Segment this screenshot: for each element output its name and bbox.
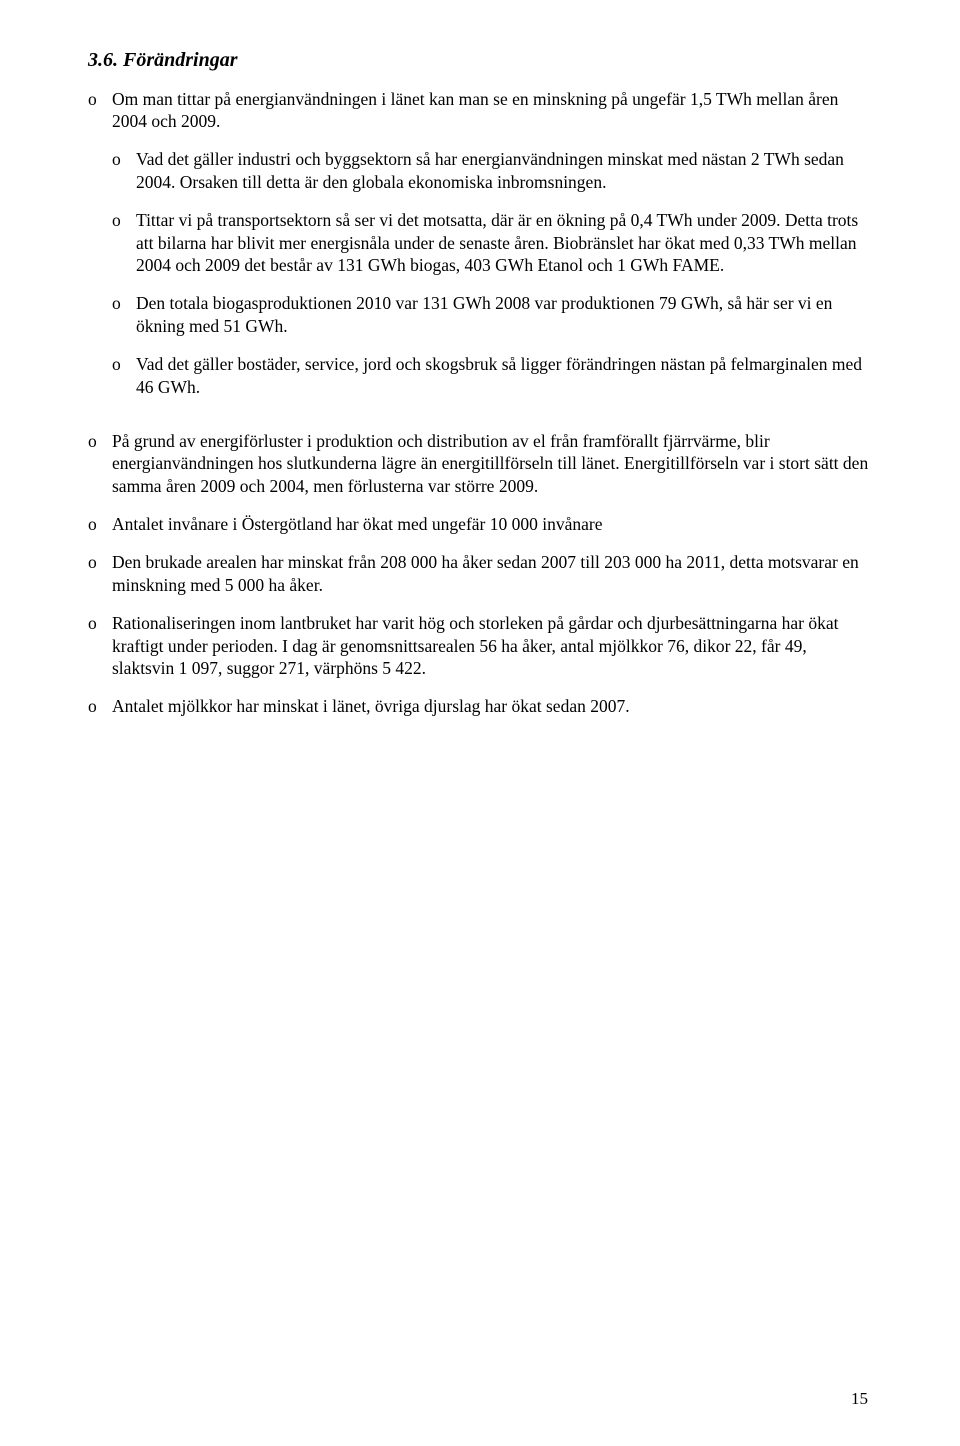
list-item-content: Om man tittar på energianvändningen i lä…: [112, 88, 872, 414]
list-item: o Rationaliseringen inom lantbruket har …: [88, 612, 872, 679]
list-item-text: Tittar vi på transportsektorn så ser vi …: [136, 209, 872, 276]
bullet-marker: o: [112, 148, 136, 193]
list-item: o Vad det gäller industri och byggsektor…: [112, 148, 872, 193]
list-item-text: Rationaliseringen inom lantbruket har va…: [112, 612, 872, 679]
list-item: o Antalet mjölkkor har minskat i länet, …: [88, 695, 872, 717]
list-item-text: Den brukade arealen har minskat från 208…: [112, 551, 872, 596]
bullet-marker: o: [88, 430, 112, 497]
bullet-marker: o: [112, 292, 136, 337]
bullet-marker: o: [88, 88, 112, 414]
bullet-marker: o: [112, 209, 136, 276]
list-item: o Den brukade arealen har minskat från 2…: [88, 551, 872, 596]
bullet-marker: o: [88, 551, 112, 596]
list-item-text: Vad det gäller industri och byggsektorn …: [136, 148, 872, 193]
list-item: o Antalet invånare i Östergötland har ök…: [88, 513, 872, 535]
outer-list: o Om man tittar på energianvändningen i …: [88, 88, 872, 718]
list-item-text: På grund av energiförluster i produktion…: [112, 430, 872, 497]
page-number: 15: [851, 1388, 868, 1410]
bullet-marker: o: [88, 695, 112, 717]
bullet-marker: o: [88, 513, 112, 535]
list-item: o Tittar vi på transportsektorn så ser v…: [112, 209, 872, 276]
list-item-text: Antalet mjölkkor har minskat i länet, öv…: [112, 695, 872, 717]
bullet-marker: o: [88, 612, 112, 679]
list-item: o Den totala biogasproduktionen 2010 var…: [112, 292, 872, 337]
list-item-text: Antalet invånare i Östergötland har ökat…: [112, 513, 872, 535]
list-item: o Vad det gäller bostäder, service, jord…: [112, 353, 872, 398]
inner-list: o Vad det gäller industri och byggsektor…: [112, 148, 872, 398]
bullet-marker: o: [112, 353, 136, 398]
list-item: o Om man tittar på energianvändningen i …: [88, 88, 872, 414]
list-item-text: Om man tittar på energianvändningen i lä…: [112, 88, 872, 133]
list-item: o På grund av energiförluster i produkti…: [88, 430, 872, 497]
section-heading: 3.6. Förändringar: [88, 48, 872, 74]
list-item-text: Vad det gäller bostäder, service, jord o…: [136, 353, 872, 398]
list-item-text: Den totala biogasproduktionen 2010 var 1…: [136, 292, 872, 337]
document-page: 3.6. Förändringar o Om man tittar på ene…: [0, 0, 960, 1446]
